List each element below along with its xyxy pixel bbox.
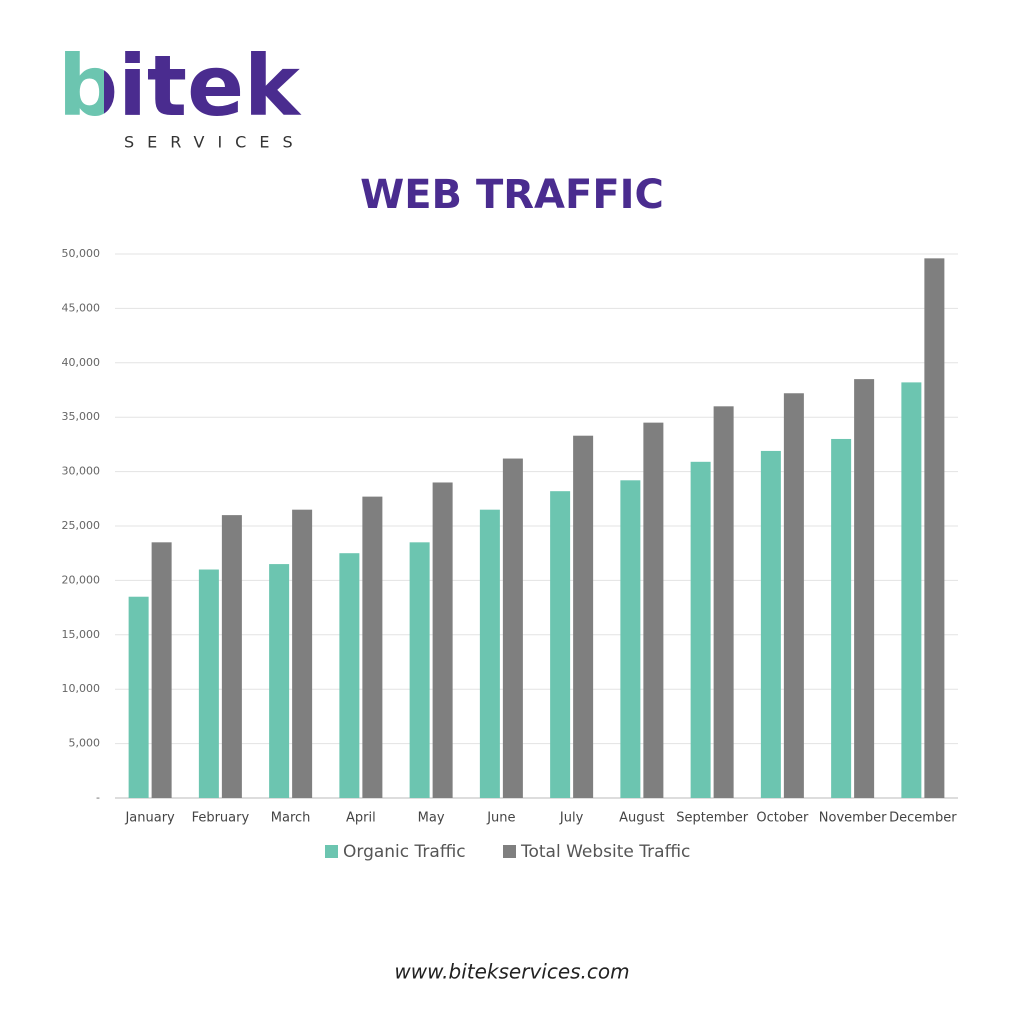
bar xyxy=(432,482,453,798)
x-tick-label: May xyxy=(418,811,445,826)
bar xyxy=(362,496,383,798)
y-tick-label: 35,000 xyxy=(62,410,101,423)
x-tick-label: August xyxy=(619,811,665,826)
y-tick-label: 20,000 xyxy=(62,573,101,586)
y-tick-label: - xyxy=(96,791,100,804)
bar xyxy=(924,258,945,798)
legend-label: Organic Traffic xyxy=(343,842,466,862)
legend-swatch xyxy=(325,845,338,858)
footer-url: www.bitekservices.com xyxy=(394,960,629,984)
brand-tagline: SERVICES xyxy=(124,133,306,152)
x-tick-label: September xyxy=(676,811,749,826)
bar xyxy=(760,450,781,798)
y-tick-label: 45,000 xyxy=(62,301,101,314)
y-tick-label: 5,000 xyxy=(69,737,101,750)
bar xyxy=(573,435,594,798)
y-tick-label: 15,000 xyxy=(62,628,101,641)
bar xyxy=(783,393,804,798)
bar xyxy=(128,596,149,798)
bar xyxy=(502,458,523,798)
y-tick-label: 50,000 xyxy=(62,247,101,260)
x-tick-label: July xyxy=(559,811,584,826)
brand-name: bitek xyxy=(58,37,302,135)
bar xyxy=(643,422,664,798)
bar xyxy=(292,509,313,798)
x-tick-label: October xyxy=(756,811,809,826)
bar xyxy=(713,406,734,798)
bar xyxy=(901,382,922,798)
bar xyxy=(221,515,242,798)
x-tick-label: January xyxy=(124,811,175,826)
y-tick-label: 40,000 xyxy=(62,356,101,369)
y-tick-label: 25,000 xyxy=(62,519,101,532)
y-tick-label: 10,000 xyxy=(62,682,101,695)
x-tick-label: November xyxy=(819,811,887,826)
bar xyxy=(269,564,290,798)
bar xyxy=(690,461,711,798)
legend-swatch xyxy=(503,845,516,858)
x-tick-label: March xyxy=(271,811,311,826)
bar xyxy=(831,438,852,798)
bar xyxy=(854,379,875,798)
x-tick-label: December xyxy=(889,811,957,826)
legend-label: Total Website Traffic xyxy=(520,842,690,862)
bar xyxy=(409,542,430,798)
bar xyxy=(198,569,219,798)
x-tick-label: April xyxy=(346,811,376,826)
bar xyxy=(550,491,571,798)
x-tick-label: June xyxy=(486,811,515,826)
y-tick-label: 30,000 xyxy=(62,465,101,478)
bar xyxy=(620,480,641,798)
bar xyxy=(479,509,500,798)
chart-title: WEB TRAFFIC xyxy=(360,172,664,218)
x-tick-label: February xyxy=(192,811,250,826)
bar xyxy=(339,553,360,798)
bar xyxy=(151,542,172,798)
